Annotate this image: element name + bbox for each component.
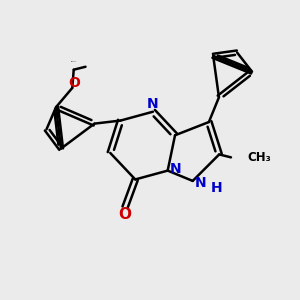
Text: O: O	[118, 207, 131, 222]
Text: H: H	[211, 181, 223, 195]
Text: CH₃: CH₃	[247, 151, 271, 164]
Text: methoxy: methoxy	[70, 61, 77, 62]
Text: N: N	[170, 162, 182, 176]
Text: O: O	[68, 76, 80, 90]
Text: N: N	[195, 176, 207, 190]
Text: N: N	[147, 98, 159, 111]
